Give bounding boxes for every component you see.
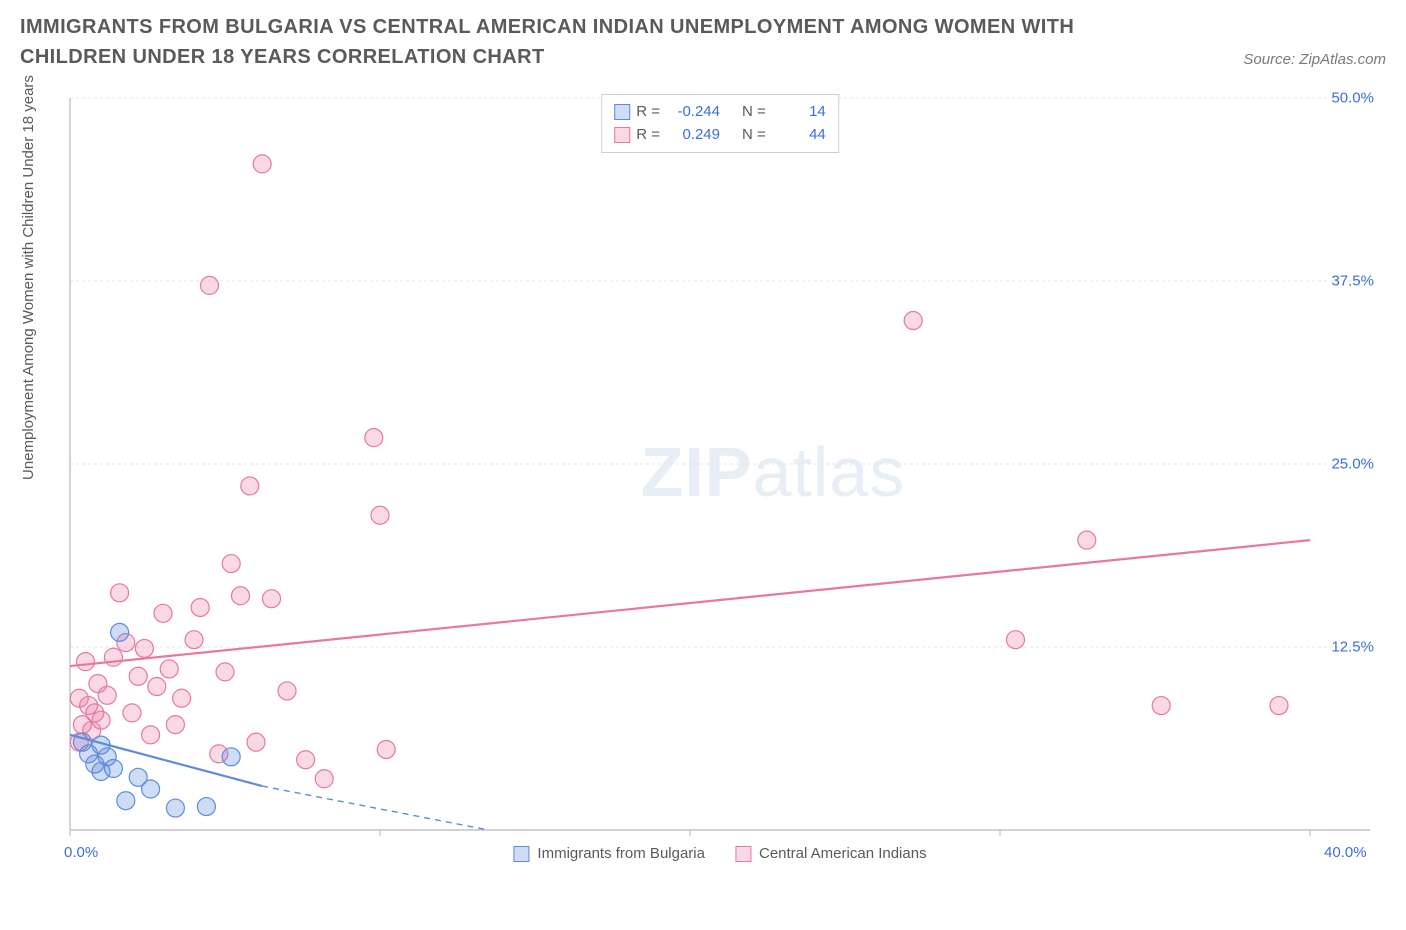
r-label: R = xyxy=(636,124,660,147)
swatch-bulgaria xyxy=(614,104,630,120)
n-label: N = xyxy=(742,101,766,124)
n-value-bulgaria: 14 xyxy=(772,101,826,124)
legend-item-cai: Central American Indians xyxy=(735,845,927,862)
y-axis-label: Unemployment Among Women with Children U… xyxy=(20,75,37,480)
n-label: N = xyxy=(742,124,766,147)
r-value-bulgaria: -0.244 xyxy=(666,101,720,124)
chart-title: IMMIGRANTS FROM BULGARIA VS CENTRAL AMER… xyxy=(20,12,1120,72)
source-name: ZipAtlas.com xyxy=(1299,51,1386,68)
scatter-plot xyxy=(60,90,1380,870)
r-label: R = xyxy=(636,101,660,124)
legend-row-cai: R = 0.249 N = 44 xyxy=(614,124,826,147)
y-tick-label: 12.5% xyxy=(1331,639,1374,656)
n-value-cai: 44 xyxy=(772,124,826,147)
series-legend: Immigrants from Bulgaria Central America… xyxy=(513,845,926,862)
r-value-cai: 0.249 xyxy=(666,124,720,147)
source-attribution: Source: ZipAtlas.com xyxy=(1243,51,1386,72)
y-tick-label: 50.0% xyxy=(1331,90,1374,107)
y-tick-label: 25.0% xyxy=(1331,456,1374,473)
source-prefix: Source: xyxy=(1243,51,1299,68)
correlation-legend: R = -0.244 N = 14 R = 0.249 N = 44 xyxy=(601,94,839,153)
y-tick-label: 37.5% xyxy=(1331,273,1374,290)
x-tick-first: 0.0% xyxy=(64,844,98,861)
swatch-bulgaria-icon xyxy=(513,846,529,862)
legend-label-bulgaria: Immigrants from Bulgaria xyxy=(537,845,705,862)
chart-area: ZIPatlas R = -0.244 N = 14 R = 0.249 N =… xyxy=(60,90,1380,870)
chart-header: IMMIGRANTS FROM BULGARIA VS CENTRAL AMER… xyxy=(0,0,1406,72)
x-tick-last: 40.0% xyxy=(1324,844,1367,861)
legend-item-bulgaria: Immigrants from Bulgaria xyxy=(513,845,705,862)
legend-label-cai: Central American Indians xyxy=(759,845,927,862)
swatch-cai-icon xyxy=(735,846,751,862)
legend-row-bulgaria: R = -0.244 N = 14 xyxy=(614,101,826,124)
swatch-cai xyxy=(614,127,630,143)
